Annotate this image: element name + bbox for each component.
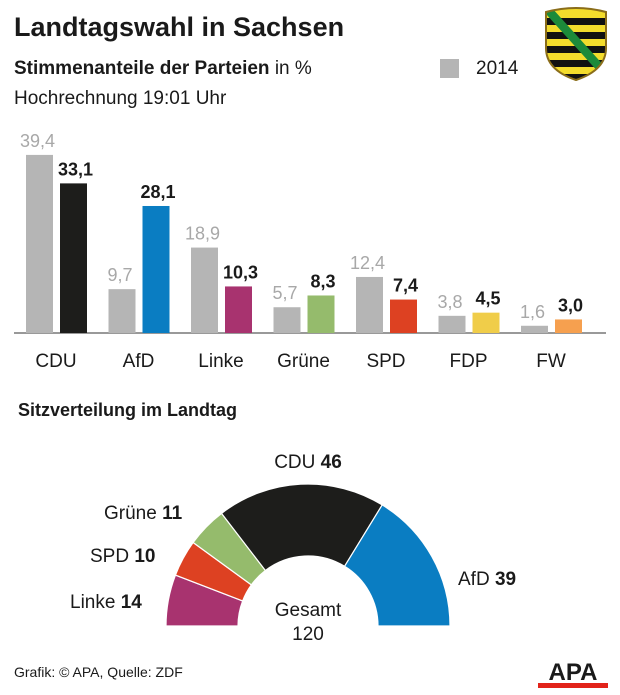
bar-2014-SPD bbox=[356, 276, 383, 333]
bar-current-SPD bbox=[390, 299, 417, 333]
label-current-FDP: 4,5 bbox=[475, 289, 500, 309]
bar-chart: 39,433,1 CDU 9,7 28,1 AfD 18,910,3 Linke 5,7 8,3… bbox=[14, 131, 606, 372]
subtitle-unit: in % bbox=[269, 58, 312, 79]
category-label-FDP: FDP bbox=[450, 351, 488, 372]
label-2014-Linke: 18,9 bbox=[185, 224, 220, 244]
bar-current-CDU bbox=[60, 183, 87, 333]
bar-current-FW bbox=[555, 319, 582, 333]
seat-label-AfD: AfD 39 bbox=[458, 569, 516, 590]
bar-2014-FW bbox=[521, 325, 548, 333]
label-current-FW: 3,0 bbox=[558, 295, 583, 315]
seat-label-SPD: SPD 10 bbox=[90, 546, 156, 567]
total-label: Gesamt bbox=[275, 600, 342, 621]
label-2014-CDU: 39,4 bbox=[20, 131, 55, 151]
label-2014-Grüne: 5,7 bbox=[272, 283, 297, 303]
legend-label-2014: 2014 bbox=[476, 58, 519, 79]
bar-2014-Linke bbox=[191, 247, 218, 333]
label-2014-FDP: 3,8 bbox=[437, 292, 462, 312]
subtitle-bold: Stimmenanteile der Parteien bbox=[14, 58, 270, 79]
bar-2014-FDP bbox=[438, 315, 466, 333]
label-2014-FW: 1,6 bbox=[520, 302, 545, 322]
seat-label-CDU: CDU 46 bbox=[274, 452, 342, 473]
label-current-CDU: 33,1 bbox=[58, 159, 93, 179]
projection-time: Hochrechnung 19:01 Uhr bbox=[14, 88, 227, 109]
category-label-AfD: AfD bbox=[123, 351, 155, 372]
seat-slice-AfD bbox=[343, 504, 451, 627]
bar-2014-Grüne bbox=[273, 307, 301, 333]
category-label-FW: FW bbox=[536, 351, 566, 372]
label-current-Grüne: 8,3 bbox=[310, 271, 335, 291]
category-label-SPD: SPD bbox=[366, 351, 405, 372]
label-current-Linke: 10,3 bbox=[223, 262, 258, 282]
label-current-SPD: 7,4 bbox=[393, 276, 418, 296]
seat-label-Grüne: Grüne 11 bbox=[104, 503, 183, 524]
seat-slice-CDU bbox=[220, 483, 384, 572]
seats-title: Sitzverteilung im Landtag bbox=[18, 400, 238, 420]
label-2014-AfD: 9,7 bbox=[107, 265, 132, 285]
bar-current-Grüne bbox=[307, 295, 335, 333]
saxony-coat-of-arms-icon bbox=[545, 7, 607, 82]
total-value: 120 bbox=[292, 624, 324, 645]
bar-current-AfD bbox=[142, 205, 170, 333]
source-credit: Grafik: © APA, Quelle: ZDF bbox=[14, 664, 183, 680]
apa-logo-text: APA bbox=[549, 659, 598, 686]
category-label-Linke: Linke bbox=[198, 351, 243, 372]
seat-chart: Linke 14 SPD 10 Grüne 11 CDU 46 AfD 39 Gesamt… bbox=[70, 452, 516, 645]
label-2014-SPD: 12,4 bbox=[350, 253, 385, 273]
bar-2014-AfD bbox=[108, 289, 136, 333]
seat-label-Linke: Linke 14 bbox=[70, 592, 142, 613]
category-label-CDU: CDU bbox=[35, 351, 76, 372]
bar-current-FDP bbox=[472, 312, 500, 333]
category-label-Grüne: Grüne bbox=[277, 351, 330, 372]
page-title: Landtagswahl in Sachsen bbox=[14, 12, 345, 42]
chart-subtitle: Stimmenanteile der Parteien in % bbox=[14, 58, 312, 80]
legend-swatch-2014 bbox=[440, 59, 459, 78]
bar-current-Linke bbox=[225, 286, 252, 333]
bar-2014-CDU bbox=[26, 154, 53, 333]
label-current-AfD: 28,1 bbox=[140, 182, 175, 202]
apa-logo: APA bbox=[538, 659, 608, 688]
